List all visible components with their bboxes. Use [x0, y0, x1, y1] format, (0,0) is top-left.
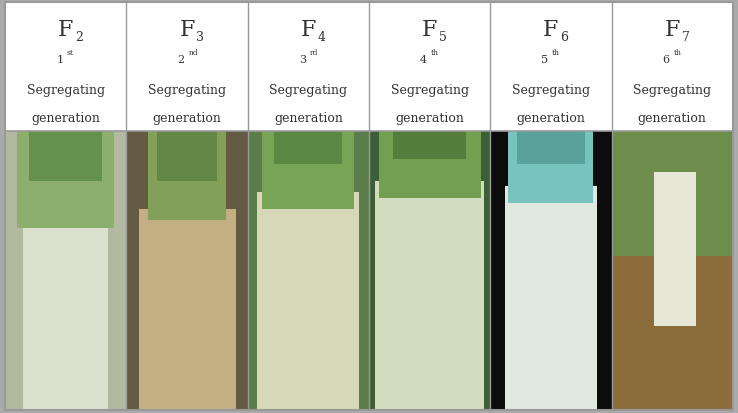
Text: st: st [67, 49, 74, 57]
Text: generation: generation [638, 112, 706, 125]
Bar [490, 131, 612, 410]
Bar [258, 192, 359, 410]
Bar [505, 187, 597, 410]
Bar [17, 131, 114, 229]
Bar [262, 131, 354, 209]
Text: 2: 2 [178, 55, 184, 65]
Text: F: F [58, 19, 74, 41]
Text: 3: 3 [196, 31, 204, 44]
Text: F: F [300, 19, 316, 41]
Text: F: F [422, 19, 438, 41]
Text: th: th [552, 49, 560, 57]
Bar [5, 131, 126, 410]
Bar [248, 131, 369, 410]
Text: generation: generation [396, 112, 464, 125]
Text: Segregating: Segregating [512, 84, 590, 97]
Bar [612, 256, 733, 410]
Bar [375, 181, 484, 410]
Text: F: F [664, 19, 680, 41]
Bar [654, 173, 697, 326]
Bar [379, 131, 480, 198]
Text: 5: 5 [542, 55, 548, 65]
Text: 1: 1 [56, 55, 63, 65]
Bar [126, 131, 248, 410]
Bar [5, 3, 733, 131]
Text: generation: generation [274, 112, 342, 125]
Text: th: th [673, 49, 681, 57]
Text: F: F [179, 19, 195, 41]
Bar [612, 131, 733, 410]
Text: rd: rd [309, 49, 318, 57]
Text: 5: 5 [439, 31, 447, 44]
Text: Segregating: Segregating [269, 84, 348, 97]
Text: 6: 6 [663, 55, 670, 65]
Bar [393, 131, 466, 159]
Text: Segregating: Segregating [27, 84, 105, 97]
Bar [369, 131, 490, 410]
Text: 4: 4 [317, 31, 325, 44]
Bar [156, 131, 218, 181]
Bar [612, 131, 733, 285]
Bar [275, 131, 342, 165]
Bar [490, 131, 612, 410]
Text: 7: 7 [682, 31, 689, 44]
Text: generation: generation [153, 112, 221, 125]
Text: generation: generation [32, 112, 100, 125]
Bar [30, 131, 102, 181]
Text: F: F [543, 19, 559, 41]
Bar [126, 131, 248, 410]
Bar [369, 131, 490, 410]
Text: 2: 2 [75, 31, 83, 44]
Text: 6: 6 [560, 31, 568, 44]
Text: Segregating: Segregating [148, 84, 226, 97]
Bar [148, 131, 226, 221]
Bar [5, 131, 126, 410]
Bar [24, 201, 108, 410]
Bar [139, 209, 235, 410]
Bar [248, 131, 369, 410]
Text: Segregating: Segregating [390, 84, 469, 97]
Bar [508, 131, 593, 204]
Text: th: th [431, 49, 439, 57]
Text: 3: 3 [299, 55, 306, 65]
Text: 4: 4 [420, 55, 427, 65]
Text: Segregating: Segregating [633, 84, 711, 97]
Bar [612, 131, 733, 410]
Text: generation: generation [517, 112, 585, 125]
Text: nd: nd [188, 49, 198, 57]
Bar [517, 131, 585, 165]
